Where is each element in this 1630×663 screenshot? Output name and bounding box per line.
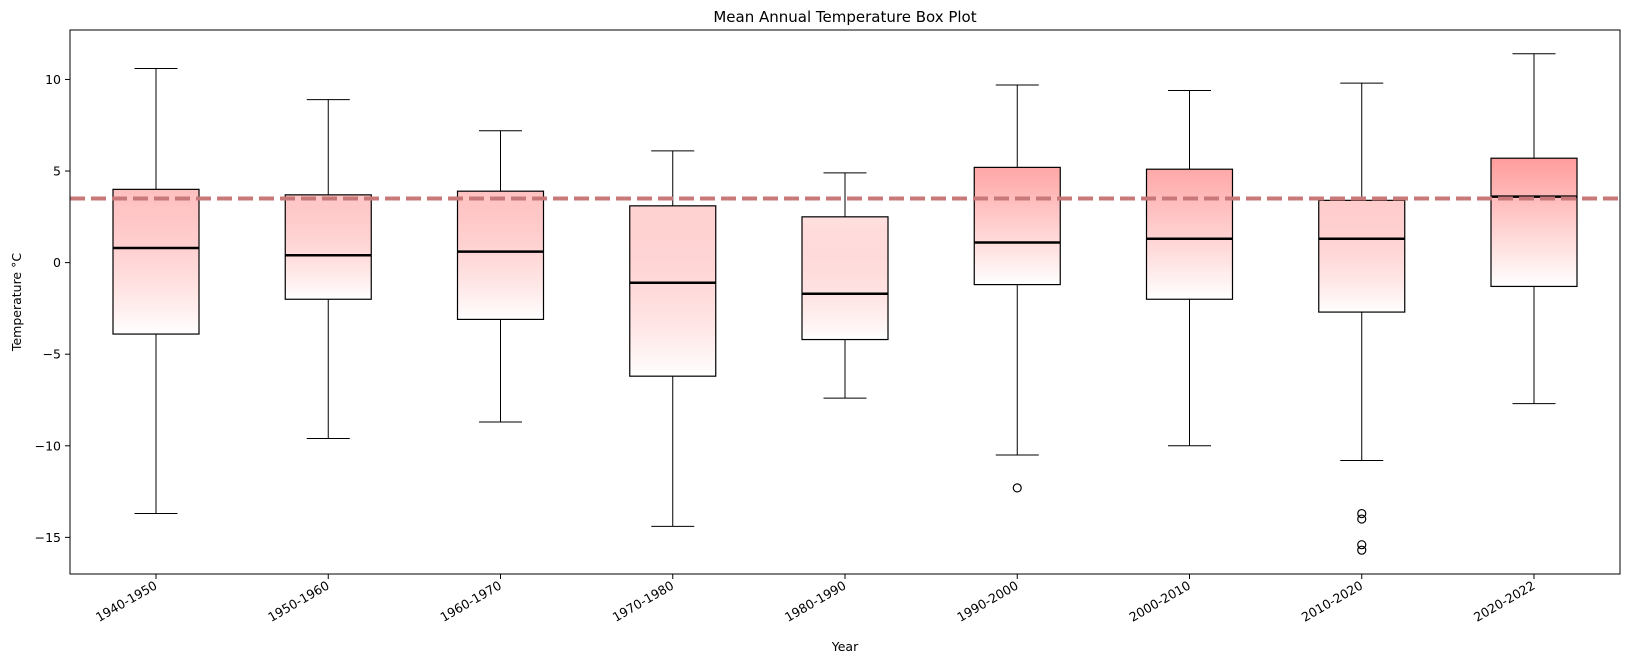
y-tick-label: 5: [53, 164, 61, 179]
y-axis: 10 5 0 −5 −10 −15: [35, 72, 70, 545]
x-tick-label: 2000-2010: [1126, 578, 1193, 625]
y-tick-label: −10: [35, 438, 61, 453]
x-tick-label: 1970-1980: [610, 578, 677, 625]
iqr-box: [1490, 157, 1578, 288]
outlier-point: [1357, 508, 1367, 519]
y-tick-label: −15: [35, 530, 61, 545]
box-1990-2000: [973, 84, 1061, 493]
iqr-box: [284, 194, 372, 300]
iqr-box: [456, 190, 545, 321]
y-tick-label: −5: [43, 347, 61, 362]
x-tick-label: 2020-2022: [1471, 578, 1538, 625]
x-tick-label: 1960-1970: [437, 578, 504, 625]
box-1960-1970: [456, 130, 545, 423]
iqr-box: [1318, 199, 1406, 313]
x-tick-label: 1950-1960: [265, 578, 332, 625]
outlier-point: [1012, 483, 1022, 493]
y-tick-label: 0: [53, 255, 61, 270]
y-axis-label: Temperature °C: [9, 253, 24, 352]
box-2000-2010: [1145, 89, 1234, 447]
iqr-box: [629, 205, 717, 377]
boxes-layer: [112, 53, 1578, 555]
box-1970-1980: [629, 150, 717, 527]
iqr-box: [973, 166, 1061, 286]
iqr-box: [801, 216, 889, 341]
box-1950-1960: [284, 99, 372, 439]
box-2010-2020: [1318, 82, 1406, 555]
iqr-box: [112, 188, 200, 335]
x-tick-label: 2010-2020: [1299, 578, 1366, 625]
x-tick-label: 1940-1950: [93, 578, 160, 625]
box-1980-1990: [801, 172, 889, 399]
outlier-point: [1357, 545, 1367, 555]
y-tick-label: 10: [45, 72, 61, 87]
x-tick-label: 1990-2000: [954, 578, 1021, 625]
x-axis-label: Year: [831, 639, 859, 654]
iqr-box: [1145, 168, 1234, 300]
chart-title: Mean Annual Temperature Box Plot: [713, 8, 976, 26]
box-1940-1950: [112, 67, 200, 515]
box-2020-2022: [1490, 53, 1578, 405]
outlier-point: [1357, 514, 1367, 524]
x-tick-label: 1980-1990: [782, 578, 849, 625]
outlier-point: [1357, 540, 1367, 550]
x-axis: 1940-1950 1950-1960 1960-1970 1970-1980 1980…: [93, 574, 1538, 625]
